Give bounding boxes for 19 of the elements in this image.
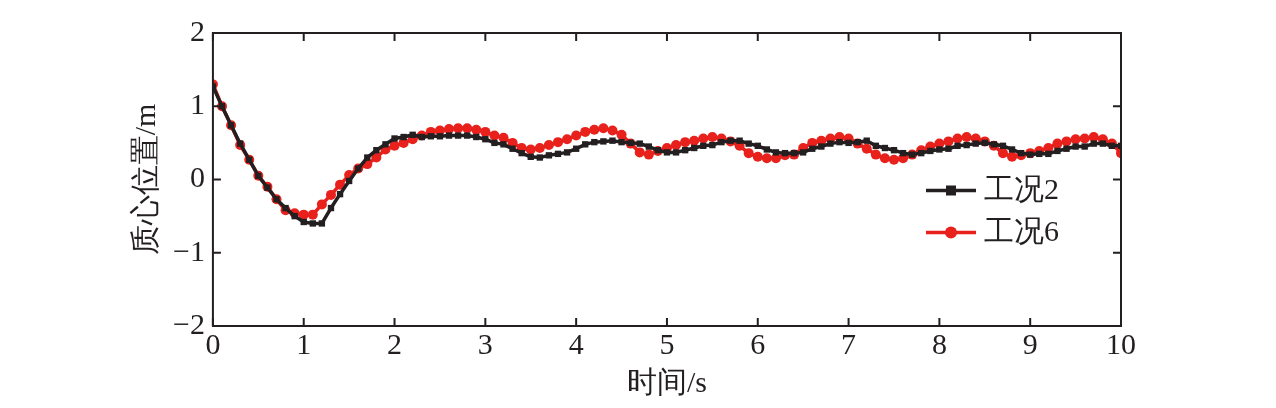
legend-label: 工况2 [984, 172, 1059, 206]
y-axis-title: 质心位置/m [127, 103, 161, 256]
legend-label: 工况6 [984, 214, 1059, 248]
x-axis-title: 时间/s [626, 364, 707, 398]
x-tick-label: 7 [841, 326, 857, 360]
x-tick-label: 5 [659, 326, 675, 360]
y-tick-label: 1 [189, 87, 205, 121]
x-tick-label: 4 [568, 326, 584, 360]
x-tick-label: 10 [1106, 326, 1136, 360]
x-tick-label: 9 [1022, 326, 1038, 360]
y-tick-label: 2 [189, 13, 205, 47]
y-tick-label: −2 [173, 306, 205, 340]
x-tick-label: 3 [477, 326, 493, 360]
y-tick-label: −1 [173, 233, 205, 267]
x-tick-label: 2 [387, 326, 403, 360]
y-tick-label: 0 [189, 160, 205, 194]
x-tick-label: 1 [296, 326, 312, 360]
x-tick-label: 8 [931, 326, 947, 360]
x-tick-label: 6 [750, 326, 766, 360]
